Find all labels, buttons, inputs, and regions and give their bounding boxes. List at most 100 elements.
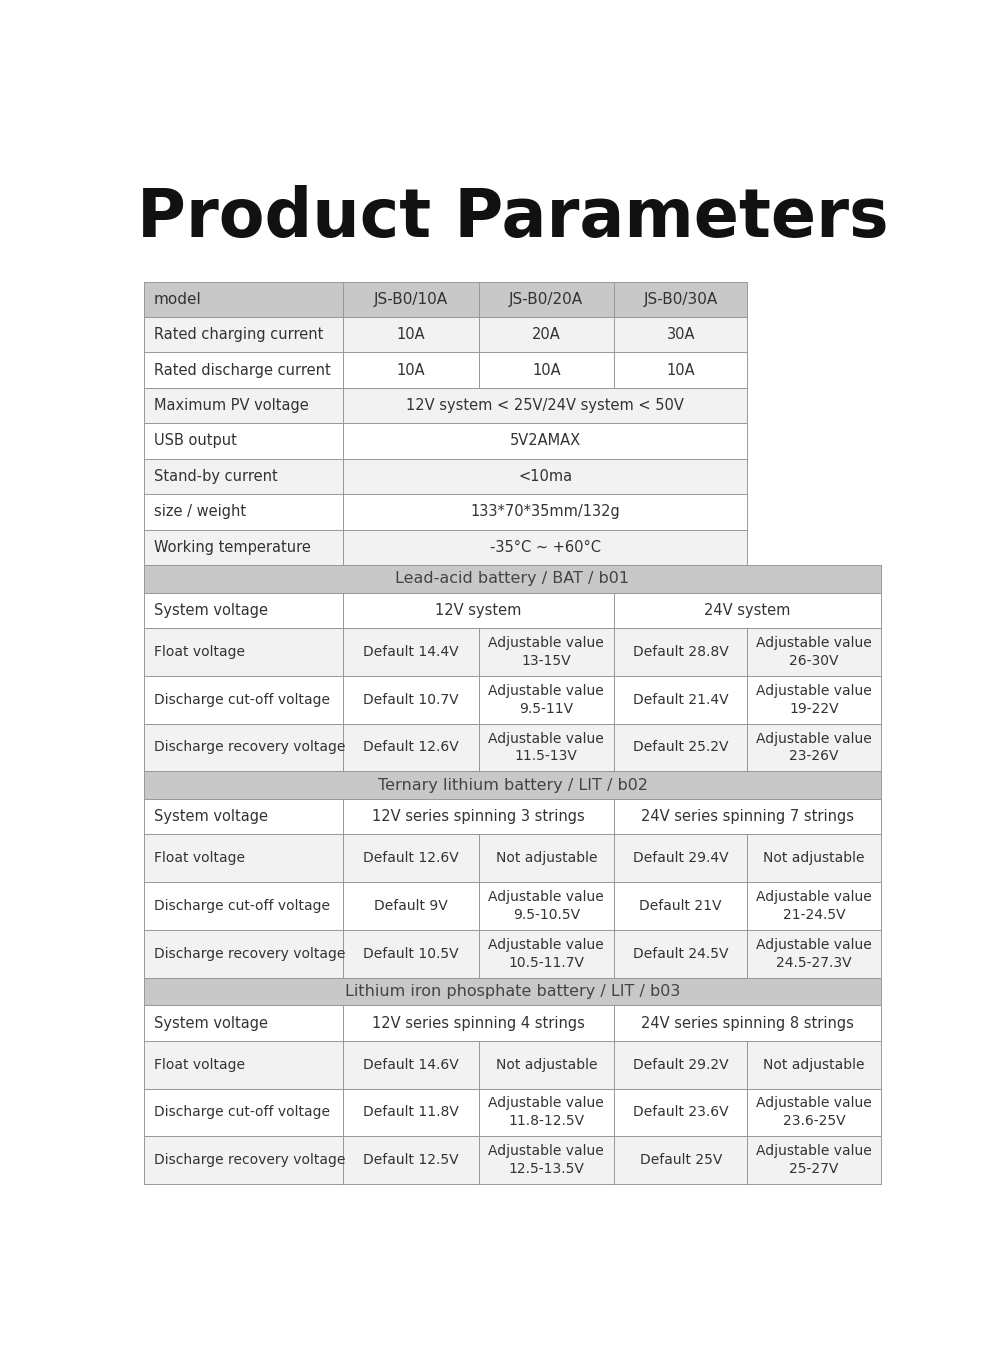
Text: 10A: 10A bbox=[397, 327, 425, 342]
Bar bbox=[343, 1041, 479, 1088]
Bar bbox=[479, 1088, 614, 1136]
Text: Adjustable value
9.5-11V: Adjustable value 9.5-11V bbox=[488, 684, 604, 715]
Text: Discharge cut-off voltage: Discharge cut-off voltage bbox=[154, 692, 330, 707]
Text: 24V system: 24V system bbox=[704, 603, 791, 618]
Text: Ternary lithium battery / LIT / b02: Ternary lithium battery / LIT / b02 bbox=[378, 777, 648, 792]
Bar bbox=[479, 723, 614, 771]
Text: System voltage: System voltage bbox=[154, 603, 268, 618]
Text: Default 11.8V: Default 11.8V bbox=[363, 1106, 459, 1119]
Text: Default 10.7V: Default 10.7V bbox=[363, 692, 459, 707]
Bar bbox=[479, 316, 614, 353]
Bar bbox=[144, 1136, 343, 1184]
Bar bbox=[614, 316, 747, 353]
Text: Default 29.2V: Default 29.2V bbox=[633, 1057, 729, 1072]
Bar bbox=[144, 530, 343, 565]
Bar bbox=[747, 834, 881, 883]
Text: JS-B0/30A: JS-B0/30A bbox=[644, 292, 718, 307]
Bar bbox=[144, 316, 343, 353]
Text: 24V series spinning 8 strings: 24V series spinning 8 strings bbox=[641, 1015, 854, 1030]
Text: Adjustable value
10.5-11.7V: Adjustable value 10.5-11.7V bbox=[488, 938, 604, 969]
Bar bbox=[144, 1041, 343, 1088]
Text: <10ma: <10ma bbox=[518, 469, 572, 484]
Bar bbox=[343, 1088, 479, 1136]
Bar bbox=[144, 493, 343, 530]
Text: Adjustable value
26-30V: Adjustable value 26-30V bbox=[756, 635, 872, 668]
Text: Lithium iron phosphate battery / LIT / b03: Lithium iron phosphate battery / LIT / b… bbox=[345, 984, 680, 999]
Bar bbox=[343, 281, 479, 316]
Text: -35°C ~ +60°C: -35°C ~ +60°C bbox=[490, 539, 601, 554]
Bar bbox=[144, 799, 343, 834]
Text: Default 24.5V: Default 24.5V bbox=[633, 946, 728, 961]
Bar bbox=[144, 834, 343, 883]
Bar bbox=[614, 723, 747, 771]
Bar bbox=[144, 353, 343, 388]
Bar bbox=[479, 834, 614, 883]
Bar bbox=[343, 1006, 614, 1041]
Text: Default 14.6V: Default 14.6V bbox=[363, 1057, 459, 1072]
Text: Adjustable value
21-24.5V: Adjustable value 21-24.5V bbox=[756, 890, 872, 922]
Text: Discharge recovery voltage: Discharge recovery voltage bbox=[154, 946, 345, 961]
Text: Default 25V: Default 25V bbox=[640, 1153, 722, 1167]
Text: System voltage: System voltage bbox=[154, 1015, 268, 1030]
Bar bbox=[343, 1136, 479, 1184]
Bar bbox=[144, 723, 343, 771]
Text: Float voltage: Float voltage bbox=[154, 645, 245, 658]
Bar bbox=[343, 493, 747, 530]
Bar bbox=[144, 930, 343, 977]
Text: Product Parameters: Product Parameters bbox=[137, 185, 888, 250]
Text: Not adjustable: Not adjustable bbox=[496, 852, 597, 865]
Bar bbox=[343, 592, 614, 629]
Bar bbox=[343, 629, 479, 676]
Text: Adjustable value
23.6-25V: Adjustable value 23.6-25V bbox=[756, 1096, 872, 1129]
Text: Default 12.5V: Default 12.5V bbox=[363, 1153, 459, 1167]
Text: USB output: USB output bbox=[154, 434, 237, 449]
Text: Rated charging current: Rated charging current bbox=[154, 327, 323, 342]
Bar bbox=[479, 353, 614, 388]
Text: Not adjustable: Not adjustable bbox=[763, 1057, 865, 1072]
Bar bbox=[343, 316, 479, 353]
Bar bbox=[479, 281, 614, 316]
Bar bbox=[343, 883, 479, 930]
Bar bbox=[747, 629, 881, 676]
Bar bbox=[614, 592, 881, 629]
Bar bbox=[747, 930, 881, 977]
Text: Adjustable value
11.5-13V: Adjustable value 11.5-13V bbox=[488, 731, 604, 764]
Bar bbox=[144, 1088, 343, 1136]
Bar bbox=[343, 723, 479, 771]
Text: Discharge recovery voltage: Discharge recovery voltage bbox=[154, 741, 345, 754]
Bar bbox=[343, 676, 479, 723]
Text: Lead-acid battery / BAT / b01: Lead-acid battery / BAT / b01 bbox=[395, 572, 630, 587]
Text: 10A: 10A bbox=[666, 362, 695, 377]
Bar bbox=[747, 1088, 881, 1136]
Bar bbox=[144, 592, 343, 629]
Bar bbox=[614, 883, 747, 930]
Text: Discharge cut-off voltage: Discharge cut-off voltage bbox=[154, 899, 330, 913]
Bar bbox=[144, 458, 343, 493]
Text: Default 12.6V: Default 12.6V bbox=[363, 741, 459, 754]
Text: size / weight: size / weight bbox=[154, 504, 246, 519]
Bar bbox=[343, 388, 747, 423]
Text: Maximum PV voltage: Maximum PV voltage bbox=[154, 397, 308, 414]
Bar bbox=[144, 423, 343, 458]
Bar bbox=[614, 1088, 747, 1136]
Text: Adjustable value
24.5-27.3V: Adjustable value 24.5-27.3V bbox=[756, 938, 872, 969]
Bar bbox=[144, 388, 343, 423]
Bar bbox=[614, 834, 747, 883]
Bar bbox=[479, 1041, 614, 1088]
Bar bbox=[479, 1136, 614, 1184]
Text: Default 14.4V: Default 14.4V bbox=[363, 645, 459, 658]
Bar bbox=[343, 458, 747, 493]
Text: Float voltage: Float voltage bbox=[154, 1057, 245, 1072]
Text: Default 29.4V: Default 29.4V bbox=[633, 852, 729, 865]
Text: Adjustable value
23-26V: Adjustable value 23-26V bbox=[756, 731, 872, 764]
Text: 10A: 10A bbox=[532, 362, 561, 377]
Bar bbox=[747, 723, 881, 771]
Bar bbox=[747, 1041, 881, 1088]
Bar bbox=[614, 1136, 747, 1184]
Bar bbox=[479, 883, 614, 930]
Text: Not adjustable: Not adjustable bbox=[496, 1057, 597, 1072]
Text: Not adjustable: Not adjustable bbox=[763, 852, 865, 865]
Bar bbox=[144, 629, 343, 676]
Bar bbox=[343, 530, 747, 565]
Bar bbox=[343, 930, 479, 977]
